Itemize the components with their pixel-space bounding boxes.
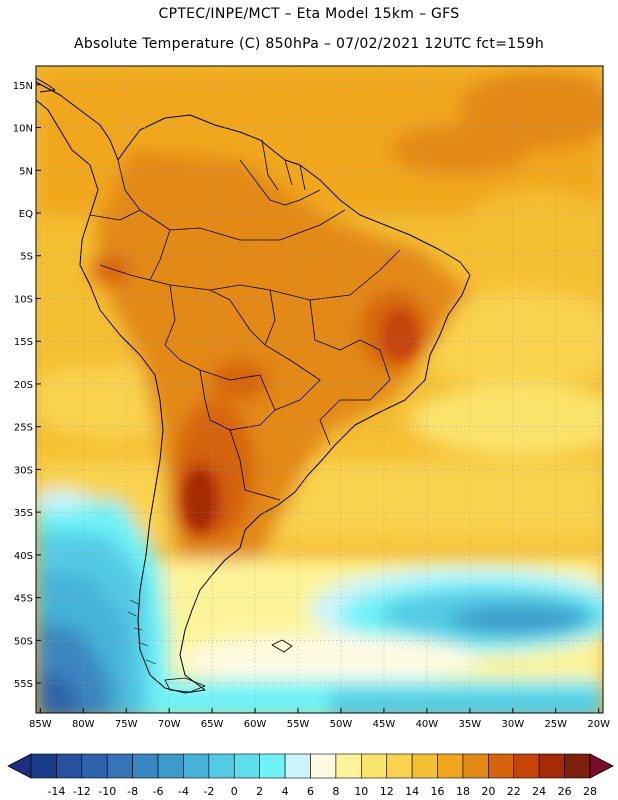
colorbar-left-arrow — [7, 753, 32, 779]
tierra-del-fuego — [164, 677, 206, 693]
lon-tick-label: 50W — [330, 719, 353, 730]
lat-tick-label: 55S — [14, 679, 33, 690]
lat-tick-label: 45S — [14, 594, 33, 605]
country-borders — [89, 139, 401, 501]
lat-tick-label: 20S — [14, 380, 33, 391]
colorbar-label: 4 — [282, 785, 289, 798]
lon-tick-label: 60W — [244, 719, 267, 730]
colorbar-swatch — [284, 753, 311, 779]
colorbar-right-arrow — [589, 753, 614, 779]
colorbar-label: 18 — [456, 785, 470, 798]
colorbar-swatch — [411, 753, 438, 779]
falklands — [271, 639, 293, 653]
lat-tick-label: 35S — [14, 508, 33, 519]
colorbar-label: 0 — [231, 785, 238, 798]
colorbar-label: -2 — [203, 785, 214, 798]
lat-tick-label: EQ — [19, 209, 33, 220]
colorbar-swatch — [564, 753, 591, 779]
colorbar-label: 24 — [532, 785, 546, 798]
title-line-1: CPTEC/INPE/MCT – Eta Model 15km – GFS — [158, 6, 460, 22]
colorbar-swatch — [488, 753, 515, 779]
colorbar-swatch — [437, 753, 464, 779]
colorbar-label: -14 — [47, 785, 65, 798]
lat-tick-label: 15N — [13, 81, 33, 92]
colorbar-swatch — [462, 753, 489, 779]
colorbar-swatch — [132, 753, 159, 779]
colorbar-label: 12 — [380, 785, 394, 798]
colorbar-label: 8 — [332, 785, 339, 798]
colorbar-label: 2 — [256, 785, 263, 798]
colorbar-swatch — [208, 753, 235, 779]
map-frame — [35, 65, 604, 714]
lon-tick-label: 20W — [587, 719, 610, 730]
colorbar-swatch — [81, 753, 108, 779]
boundaries — [36, 77, 471, 694]
lon-tick-label: 85W — [29, 719, 52, 730]
central-america — [36, 77, 56, 93]
colorbar-label: 26 — [558, 785, 572, 798]
colorbar-label: -12 — [73, 785, 91, 798]
colorbar-label: 20 — [481, 785, 495, 798]
colorbar-label: -6 — [153, 785, 164, 798]
lon-tick-label: 70W — [158, 719, 181, 730]
lat-tick-label: 15S — [14, 337, 33, 348]
lon-tick-label: 65W — [201, 719, 224, 730]
lon-tick-label: 55W — [287, 719, 310, 730]
colorbar-label: 10 — [354, 785, 368, 798]
temperature-field — [36, 66, 603, 713]
colorbar-swatch — [513, 753, 540, 779]
longitude-axis: 85W 80W 75W 70W 65W 60W 55W 50W 45W 40W 35W 30W 25W 2… — [29, 708, 610, 730]
colorbar-label: 6 — [307, 785, 314, 798]
lat-tick-label: 30S — [14, 465, 33, 476]
colorbar-swatch — [310, 753, 337, 779]
lat-tick-label: 50S — [14, 636, 33, 647]
south-america-coastline — [36, 81, 471, 694]
colorbar-label: -8 — [127, 785, 138, 798]
lon-tick-label: 35W — [459, 719, 482, 730]
colorbar-label: 28 — [583, 785, 597, 798]
colorbar-swatch — [30, 753, 57, 779]
colorbar-swatch — [259, 753, 286, 779]
lat-tick-label: 10N — [13, 124, 33, 135]
lon-tick-label: 30W — [501, 719, 524, 730]
colorbar-swatch — [106, 753, 133, 779]
lat-tick-label: 5N — [19, 166, 33, 177]
colorbar-swatch — [386, 753, 413, 779]
colorbar-swatch — [538, 753, 565, 779]
lat-tick-label: 25S — [14, 423, 33, 434]
colorbar-label: 22 — [507, 785, 521, 798]
colorbar-swatch — [56, 753, 83, 779]
lon-tick-label: 40W — [416, 719, 439, 730]
lat-lon-grid — [36, 66, 603, 713]
colorbar-label: 14 — [405, 785, 419, 798]
lon-tick-label: 45W — [373, 719, 396, 730]
latitude-axis: 15N 10N 5N EQ 5S 10S 15S 20S 25S 30S 35S 40S 45S 50S 5… — [13, 81, 41, 690]
colorbar-swatch — [233, 753, 260, 779]
lon-tick-label: 25W — [544, 719, 567, 730]
colorbar-swatch — [361, 753, 388, 779]
lon-tick-label: 80W — [72, 719, 95, 730]
lon-tick-label: 75W — [115, 719, 138, 730]
lat-tick-label: 5S — [20, 252, 33, 263]
colorbar-label: -10 — [98, 785, 116, 798]
colorbar: -14 -12 -10 -8 -6 -4 -2 0 2 4 6 8 10 12 14 16 18 20 22 24 26… — [7, 753, 614, 798]
lat-tick-label: 10S — [14, 294, 33, 305]
title-line-2: Absolute Temperature (C) 850hPa – 07/02/… — [73, 36, 545, 52]
chile-islands — [127, 599, 157, 665]
colorbar-swatch — [183, 753, 210, 779]
colorbar-label: 16 — [431, 785, 445, 798]
colorbar-swatch — [335, 753, 362, 779]
colorbar-swatch — [157, 753, 184, 779]
lat-tick-label: 40S — [14, 551, 33, 562]
colorbar-label: -4 — [178, 785, 189, 798]
